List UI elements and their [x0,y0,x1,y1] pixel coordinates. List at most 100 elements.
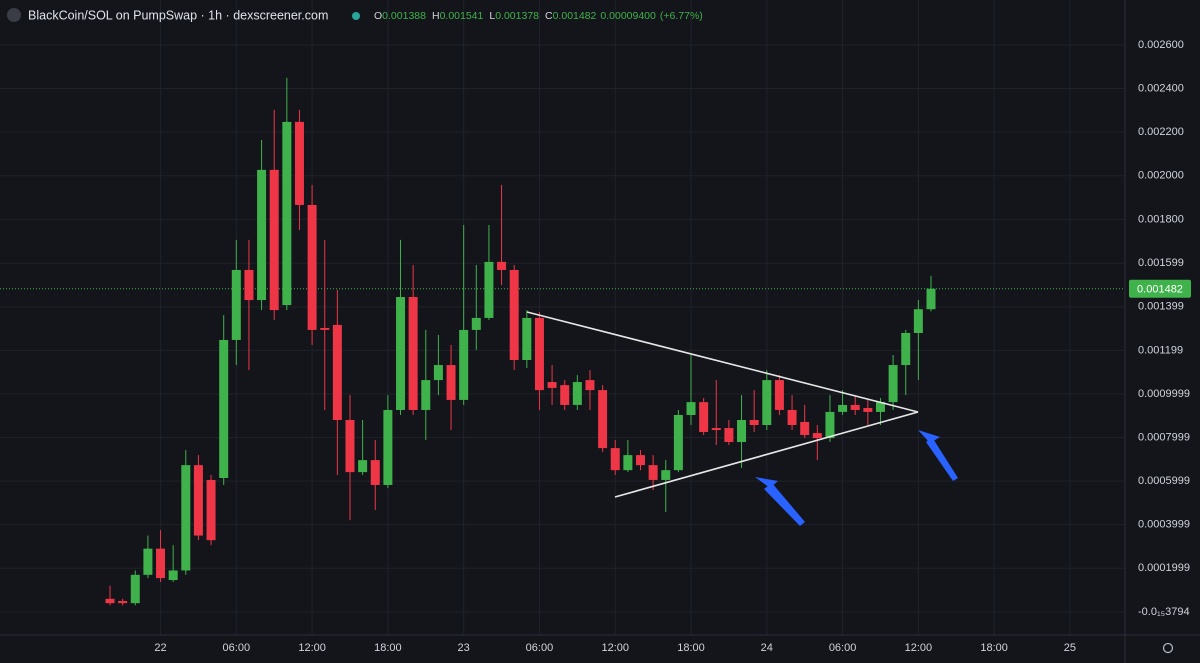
candle-body [345,419,355,473]
ohlc-value: 0.001388 [382,10,426,22]
candle-body [497,261,507,270]
x-tick-label: 06:00 [526,642,554,654]
change-percent: (+6.77%) [660,10,703,22]
candle-body [547,382,557,388]
y-tick-label: -0.0₁₅3794 [1138,606,1190,618]
candle-body [282,121,292,306]
candle-body [610,448,620,471]
y-tick-label: 0.001599 [1138,257,1184,269]
x-tick-label: 18:00 [677,642,705,654]
x-tick-label: 12:00 [601,642,629,654]
ohlc-value: 0.001378 [495,10,539,22]
candle-body [433,365,443,381]
candle-body [408,297,418,410]
candle-body [231,269,241,340]
x-tick-label: 25 [1064,642,1076,654]
candle-body [522,317,532,361]
ohlc-key: H [432,10,440,22]
candle-body [181,465,191,571]
candle-body [926,288,936,310]
ohlc-legend: O0.001388 H0.001541 L0.001378 C0.001482 0.00… [374,10,703,22]
candle-body [118,600,128,604]
candle-body [143,548,153,575]
candle-body [838,404,848,412]
y-tick-label: 0.001199 [1138,344,1183,356]
candle-body [623,455,633,471]
candle-body [724,428,734,443]
candle-body [661,470,671,480]
candle-body [484,261,494,318]
axes: -0.0₁₅3794 0.0001999 0.0003999 0.0005999 0.0… [154,39,1191,654]
candle-body [294,121,304,205]
candle-body [370,460,380,485]
candle-body [471,317,481,330]
y-tick-label: 0.002600 [1138,39,1184,51]
candle-body [812,433,822,439]
arrow [755,477,805,526]
candle-body [320,327,330,330]
ohlc-value: 0.001482 [553,10,597,22]
candle-body [156,548,166,579]
candle-body [800,421,810,436]
y-tick-label: 0.0007999 [1138,431,1190,443]
candles [105,77,936,606]
y-tick-label: 0.002000 [1138,170,1184,182]
candle-body [560,385,570,405]
candle-body [307,204,317,330]
arrow [918,430,958,481]
candle-body [168,570,178,581]
candle-body [105,598,115,604]
x-tick-label: 06:00 [223,642,251,654]
settings-icon[interactable] [1162,642,1174,654]
candle-body [850,404,860,410]
ohlc-value: 0.001541 [440,10,484,22]
ohlc-key: C [545,10,553,22]
y-tick-label: 0.002200 [1138,126,1184,138]
y-tick-label: 0.002400 [1138,82,1184,94]
candle-body [737,419,747,443]
candle-body [635,455,645,466]
candle-body [863,407,873,412]
status-dot [352,12,360,20]
y-tick-label: 0.0003999 [1138,519,1190,531]
candle-body [244,269,254,301]
candle-body [396,297,406,410]
candle-body [459,329,469,400]
y-tick-label: 0.0005999 [1138,475,1190,487]
last-price-box [1129,279,1191,298]
trend-line [526,311,919,413]
y-tick-label: 0.001800 [1138,213,1184,225]
candle-body [193,465,203,536]
candle-body [534,317,544,391]
x-tick-label: 06:00 [829,642,857,654]
candle-body [509,269,519,361]
y-tick-label: 0.0009999 [1138,388,1190,400]
candle-body [332,324,342,420]
x-tick-label: 18:00 [374,642,402,654]
coin-icon [7,8,21,22]
y-tick-label: 0.001399 [1138,301,1184,313]
candle-body [598,390,608,449]
candle-body [219,339,229,478]
y-tick-label: 0.0001999 [1138,562,1190,574]
candle-body [686,402,696,415]
candle-body [711,428,721,431]
ohlc-key: L [489,10,495,22]
candle-body [130,574,140,604]
x-tick-label: 12:00 [298,642,326,654]
candle-body [888,365,898,403]
candle-body [875,402,885,412]
candle-body [901,332,911,366]
candle-body [699,402,709,432]
ohlc-key: O [374,10,382,22]
candle-body [673,414,683,471]
x-tick-label: 23 [458,642,470,654]
candle-body [787,409,797,426]
x-tick-label: 12:00 [905,642,933,654]
candle-body [762,380,772,426]
last-price-label: 0.001482 [1137,284,1183,296]
candle-body [572,382,582,405]
x-tick-label: 24 [761,642,773,654]
candle-body [269,169,279,311]
